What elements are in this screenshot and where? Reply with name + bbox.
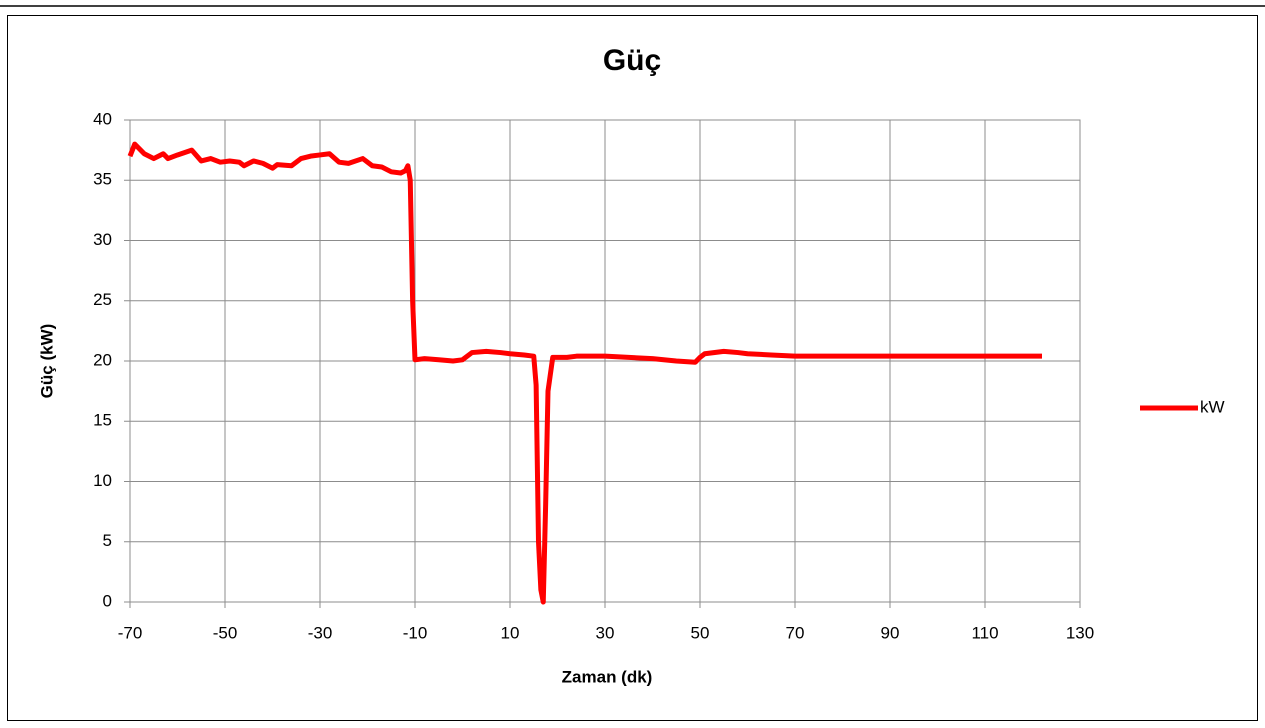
y-tick-label: 25 — [93, 290, 112, 309]
x-tick-label: -50 — [213, 623, 238, 642]
x-tick-label: 130 — [1066, 623, 1094, 642]
x-tick-label: 30 — [596, 623, 615, 642]
chart-frame — [7, 15, 1258, 721]
y-tick-label: 0 — [103, 591, 112, 610]
x-tick-label: 90 — [881, 623, 900, 642]
y-tick-label: 5 — [103, 531, 112, 550]
y-axis-label: Güç (kW) — [37, 324, 56, 399]
y-tick-label: 15 — [93, 411, 112, 430]
y-tick-label: 20 — [93, 350, 112, 369]
legend-label: kW — [1200, 397, 1225, 416]
y-tick-label: 10 — [93, 471, 112, 490]
x-tick-label: 110 — [971, 623, 998, 642]
x-tick-label: 70 — [786, 623, 805, 642]
series-line — [127, 141, 1042, 605]
x-tick-label: -30 — [308, 623, 333, 642]
x-tick-label: 10 — [501, 623, 520, 642]
x-tick-label: -10 — [403, 623, 428, 642]
chart-title: Güç — [603, 44, 661, 77]
x-axis-label: Zaman (dk) — [562, 667, 653, 686]
x-tick-label: 50 — [691, 623, 710, 642]
y-tick-label: 35 — [93, 170, 112, 189]
y-tick-label: 40 — [93, 109, 112, 128]
x-tick-label: -70 — [118, 623, 143, 642]
plot-frame — [129, 119, 1081, 603]
y-tick-label: 30 — [93, 230, 112, 249]
